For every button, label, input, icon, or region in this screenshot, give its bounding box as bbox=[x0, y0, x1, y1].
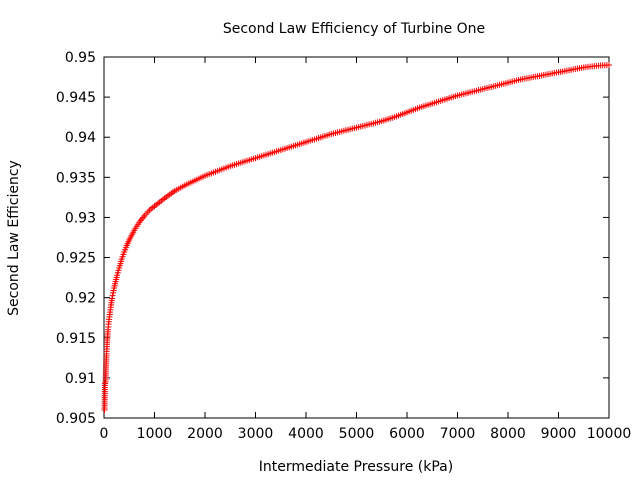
y-tick-label: 0.93 bbox=[65, 210, 96, 226]
y-axis-label: Second Law Efficiency bbox=[6, 160, 22, 316]
x-tick-label: 5000 bbox=[339, 426, 375, 442]
x-tick-label: 9000 bbox=[541, 426, 577, 442]
y-tick-label: 0.95 bbox=[65, 50, 96, 66]
x-tick-label: 1000 bbox=[137, 426, 173, 442]
data-point bbox=[606, 62, 612, 69]
x-tick-label: 10000 bbox=[587, 426, 632, 442]
y-tick-label: 0.915 bbox=[56, 331, 96, 347]
x-tick-label: 4000 bbox=[288, 426, 324, 442]
y-tick-label: 0.94 bbox=[65, 130, 96, 146]
data-point bbox=[109, 295, 116, 302]
x-tick-label: 7000 bbox=[440, 426, 476, 442]
x-tick-label: 8000 bbox=[490, 426, 526, 442]
x-tick-label: 6000 bbox=[389, 426, 425, 442]
y-tick-label: 0.905 bbox=[56, 411, 96, 427]
x-tick-label: 3000 bbox=[238, 426, 274, 442]
data-series bbox=[101, 62, 612, 413]
plot-area bbox=[103, 56, 610, 419]
y-tick-label: 0.91 bbox=[65, 371, 96, 387]
y-tick-label: 0.92 bbox=[65, 291, 96, 307]
chart-title: Second Law Efficiency of Turbine One bbox=[223, 21, 485, 37]
x-tick-label: 2000 bbox=[187, 426, 223, 442]
x-axis-ticks: 0 1000 2000 3000 4000 5000 6000 7000 8000 9000 100… bbox=[100, 57, 632, 442]
x-tick-label: 0 bbox=[100, 426, 109, 442]
x-axis-label: Intermediate Pressure (kPa) bbox=[259, 459, 453, 475]
y-axis-ticks: 0.905 0.91 0.915 0.92 0.925 0.93 0.935 0.94 0.94… bbox=[56, 50, 609, 427]
y-tick-label: 0.925 bbox=[56, 251, 96, 267]
y-tick-label: 0.935 bbox=[56, 170, 96, 186]
data-marker bbox=[109, 292, 116, 299]
y-tick-label: 0.945 bbox=[56, 90, 96, 106]
